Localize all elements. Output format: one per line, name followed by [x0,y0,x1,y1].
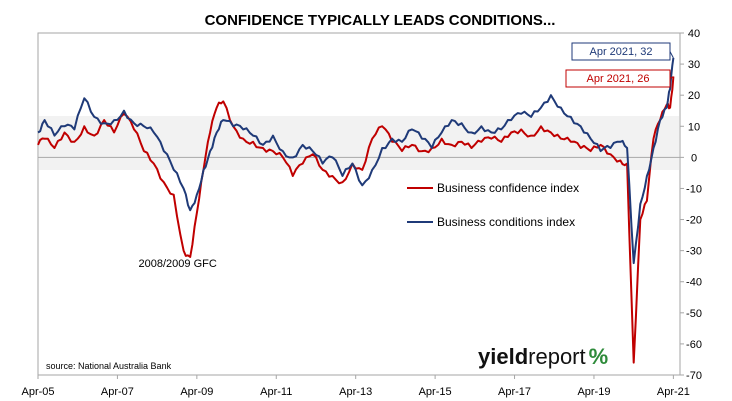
y-tick-label: 0 [691,152,697,164]
callout-confidence: Apr 2021, 26 [565,69,674,88]
y-tick-label: -40 [686,277,702,289]
brand-logo: yieldreport% [478,344,608,369]
brand-percent-icon: % [589,344,609,369]
brand-part-1: yield [478,344,528,369]
y-tick-label: -60 [686,339,702,351]
series-layer [37,57,675,364]
x-tick-label: Apr-17 [498,386,531,398]
y-tick-label: -20 [686,215,702,227]
source-note: source: National Australia Bank [46,361,172,371]
x-tick-label: Apr-05 [21,386,54,398]
x-tick-label: Apr-11 [260,386,292,398]
legend-label-conditions: Business conditions index [437,215,575,229]
chart-title: CONFIDENCE TYPICALLY LEADS CONDITIONS... [205,12,556,29]
y-axis: 40 30 20 10 0 -10 -20 -30 -40 -50 -60 -70 [680,28,702,382]
x-tick-label: Apr-13 [339,386,372,398]
y-tick-label: 10 [688,121,700,133]
legend-label-confidence: Business confidence index [437,181,579,195]
svg-text:yieldreport%: yieldreport% [478,344,608,369]
x-tick-label: Apr-21 [657,386,690,398]
x-tick-label: Apr-19 [577,386,610,398]
plot-area [37,32,681,376]
y-tick-label: -10 [686,183,702,195]
x-tick-label: Apr-07 [101,386,134,398]
callout-label: Apr 2021, 26 [587,73,650,85]
callout-leader [669,51,674,59]
y-tick-label: 20 [688,90,700,102]
y-tick-label: 30 [688,59,700,71]
series-line-conditions [37,57,675,265]
callout-leader [669,76,674,79]
callout-conditions: Apr 2021, 32 [571,42,674,61]
series-line-confidence [37,76,675,364]
annotation-gfc: 2008/2009 GFC [139,258,217,270]
x-tick-label: Apr-09 [180,386,213,398]
x-axis: Apr-05 Apr-07 Apr-09 Apr-11 Apr-13 Apr-15 Apr-… [21,375,690,398]
x-tick-label: Apr-15 [419,386,452,398]
y-tick-label: -50 [686,308,702,320]
y-tick-label: -30 [686,246,702,258]
y-tick-label: -70 [686,370,702,382]
callout-box [571,42,671,61]
y-tick-label: 40 [688,28,700,40]
brand-part-2: report [528,344,585,369]
callout-box [565,69,671,88]
callout-label: Apr 2021, 32 [590,46,653,58]
legend: Business confidence index Business condi… [407,181,579,229]
